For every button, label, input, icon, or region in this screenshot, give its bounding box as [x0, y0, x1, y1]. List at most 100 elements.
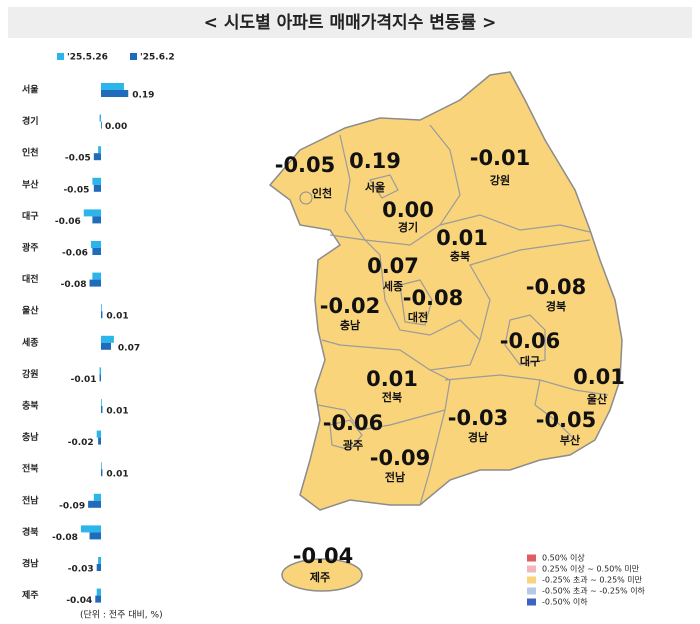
jeju-island: [281, 558, 363, 592]
map-value: -0.04: [293, 544, 354, 568]
title-bar: [8, 7, 692, 38]
bar: [95, 595, 101, 603]
map-value: -0.02: [320, 294, 381, 318]
map-region: 경기: [398, 220, 418, 234]
y-tick-label: 충남: [22, 431, 39, 443]
value-label: -0.02: [68, 438, 94, 448]
map-value: -0.03: [448, 406, 509, 430]
bar: [98, 437, 101, 445]
bar: [89, 279, 101, 287]
y-tick-label: 경기: [22, 115, 39, 127]
map-value: 0.01: [436, 226, 488, 250]
map-value: -0.05: [275, 153, 336, 177]
map-value: 0.19: [349, 149, 401, 173]
y-tick-label: 광주: [22, 242, 39, 254]
map-value: -0.01: [470, 146, 531, 170]
value-label: -0.03: [68, 565, 94, 575]
bar: [101, 342, 112, 350]
map-region: 충남: [340, 318, 360, 332]
value-label: -0.06: [55, 217, 81, 227]
map-value: 0.01: [573, 365, 625, 389]
bar: [93, 153, 101, 161]
map-legend-label: -0.50% 이하: [542, 597, 588, 607]
value-label: -0.05: [65, 154, 91, 164]
bar: [80, 525, 101, 533]
bar: [96, 430, 101, 438]
y-tick-label: 대구: [22, 210, 39, 222]
y-tick-label: 전북: [22, 463, 39, 475]
y-tick-label: 세종: [22, 336, 39, 348]
map-region: 광주: [343, 439, 363, 452]
map-region: 인천: [312, 186, 332, 200]
map-region: 전북: [382, 390, 402, 404]
unit-note: (단위 : 전주 대비, %): [80, 610, 163, 621]
value-label: -0.01: [71, 375, 97, 385]
value-label: -0.05: [63, 185, 89, 195]
value-label: 0.01: [106, 470, 128, 480]
bar: [88, 500, 101, 508]
bar: [101, 469, 103, 477]
value-label: -0.08: [52, 533, 78, 543]
map-value: 0.07: [367, 254, 419, 278]
map-region: 제주: [310, 570, 330, 584]
map-legend-label: 0.25% 이상 ~ 0.50% 미만: [542, 564, 640, 574]
bar: [101, 83, 124, 90]
bar: [90, 241, 101, 248]
map-region: 대전: [408, 310, 428, 324]
value-label: 0.19: [132, 91, 154, 101]
map-legend-swatch: [527, 554, 536, 562]
map-legend-swatch: [527, 598, 536, 606]
y-tick-label: 강원: [22, 368, 39, 380]
y-tick-label: 전남: [22, 494, 39, 506]
bar: [101, 311, 103, 319]
y-tick-label: 서울: [22, 84, 39, 96]
map-region: 서울: [365, 180, 385, 194]
map-legend-swatch: [527, 587, 536, 595]
legend-swatch: [57, 53, 64, 60]
bar: [99, 374, 101, 382]
map-value: -0.08: [526, 275, 587, 299]
value-label: -0.04: [66, 596, 92, 606]
value-label: 0.07: [118, 343, 140, 353]
bar: [98, 557, 101, 564]
y-tick-label: 경남: [22, 558, 39, 570]
map-legend-swatch: [527, 576, 536, 584]
map-value: 0.00: [382, 198, 434, 222]
bar: [101, 90, 129, 97]
map-legend-label: -0.50% 초과 ~ -0.25% 이하: [542, 586, 646, 596]
bar: [92, 248, 101, 255]
map-legend-label: -0.25% 초과 ~ 0.25% 미만: [542, 576, 643, 585]
map: [268, 71, 623, 592]
bar: [99, 367, 101, 375]
map-value: -0.08: [403, 286, 464, 310]
bar: [93, 493, 101, 501]
bar: [98, 146, 101, 154]
bar: [92, 272, 101, 280]
chart-title: < 시도별 아파트 매매가격지수 변동률 >: [204, 13, 497, 33]
map-region: 경남: [468, 430, 488, 444]
legend-label: '25.5.26: [67, 53, 108, 63]
bar: [101, 462, 102, 470]
bar: [101, 304, 102, 312]
map-legend-swatch: [527, 565, 536, 573]
map-legend-label: 0.50% 이상: [542, 553, 585, 563]
mainland: [268, 71, 623, 511]
bar: [101, 399, 102, 406]
map-value: 0.01: [366, 367, 418, 391]
bar: [96, 588, 101, 596]
map-region: 강원: [490, 173, 510, 187]
bar: [101, 406, 103, 413]
value-label: 0.01: [106, 407, 128, 417]
map-region: 울산: [587, 392, 607, 406]
bar: [101, 121, 102, 129]
map-value: -0.06: [323, 411, 384, 435]
island: [299, 191, 313, 205]
bar: [101, 335, 114, 343]
map-region: 충북: [450, 249, 470, 263]
value-label: 0.00: [105, 122, 127, 132]
bar: [92, 216, 101, 224]
bar: [93, 184, 101, 192]
y-tick-label: 경북: [22, 526, 39, 538]
legend-swatch: [130, 53, 137, 60]
legend-label: '25.6.2: [140, 53, 175, 63]
